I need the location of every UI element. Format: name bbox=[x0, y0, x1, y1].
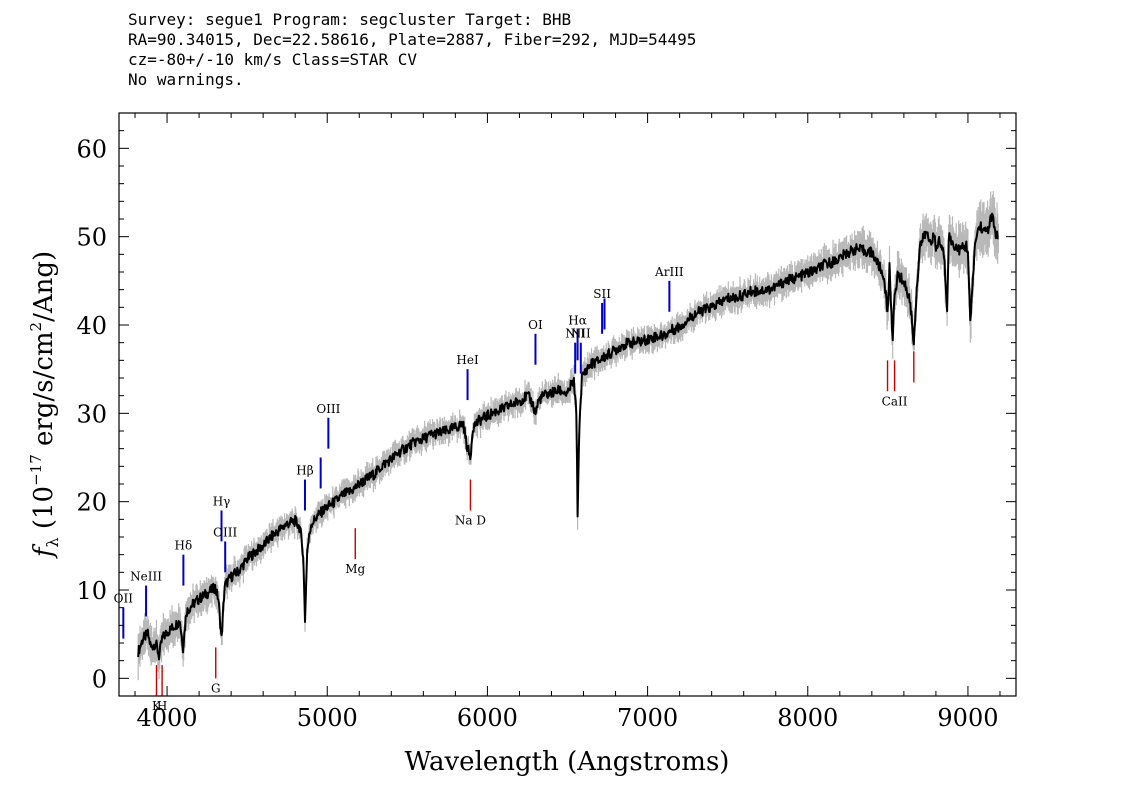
emission-line-label: OII bbox=[114, 592, 134, 606]
x-tick-label: 4000 bbox=[137, 704, 198, 732]
emission-line-label: ArIII bbox=[654, 265, 684, 279]
y-tick-label: 50 bbox=[76, 224, 107, 252]
absorption-line-label: Mg bbox=[345, 562, 365, 576]
y-tick-label: 40 bbox=[76, 312, 107, 340]
plot-frame bbox=[118, 112, 1017, 697]
emission-line-label: OIII bbox=[213, 525, 237, 539]
absorption-line-label: G bbox=[211, 681, 221, 695]
emission-line-label: NII bbox=[571, 327, 591, 341]
absorption-line-label: CaII bbox=[882, 394, 908, 408]
emission-line-label: Hδ bbox=[175, 539, 193, 553]
absorption-line-label: Na D bbox=[455, 514, 486, 528]
emission-line-label: Hγ bbox=[213, 495, 231, 509]
x-axis-title: Wavelength (Angstroms) bbox=[405, 747, 730, 777]
emission-line-label: NeIII bbox=[130, 570, 162, 584]
x-tick-label: 5000 bbox=[297, 704, 358, 732]
spectrum-line bbox=[137, 212, 999, 661]
warnings-info: No warnings. bbox=[128, 70, 244, 89]
absorption-line-label: K bbox=[152, 699, 162, 713]
error-band bbox=[137, 191, 999, 681]
y-tick-label: 10 bbox=[76, 577, 107, 605]
coordinates-info: RA=90.34015, Dec=22.58616, Plate=2887, F… bbox=[128, 30, 697, 49]
y-tick-label: 30 bbox=[76, 400, 107, 428]
y-tick-label: 0 bbox=[92, 665, 107, 693]
x-tick-label: 7000 bbox=[617, 704, 678, 732]
absorption-line-label: H bbox=[157, 699, 167, 713]
y-tick-label: 20 bbox=[76, 489, 107, 517]
y-axis-title: fλ (10−17 erg/s/cm2/Ang) bbox=[27, 251, 62, 559]
emission-line-label: OI bbox=[528, 318, 543, 332]
x-tick-label: 8000 bbox=[777, 704, 838, 732]
x-tick-label: 6000 bbox=[457, 704, 518, 732]
emission-line-label: Hβ bbox=[296, 464, 313, 478]
emission-line-label: OIII bbox=[316, 402, 340, 416]
emission-line-label: HeI bbox=[456, 353, 479, 367]
spectrum-header: Survey: segue1 Program: segcluster Targe… bbox=[128, 10, 696, 90]
emission-line-label: Hα bbox=[568, 313, 587, 327]
x-tick-label: 9000 bbox=[937, 704, 998, 732]
y-tick-label: 60 bbox=[76, 135, 107, 163]
emission-line-label: NII bbox=[565, 327, 585, 341]
emission-line-label: SII bbox=[593, 287, 611, 301]
redshift-class-info: cz=-80+/-10 km/s Class=STAR CV bbox=[128, 50, 417, 69]
survey-info: Survey: segue1 Program: segcluster Targe… bbox=[128, 10, 572, 29]
